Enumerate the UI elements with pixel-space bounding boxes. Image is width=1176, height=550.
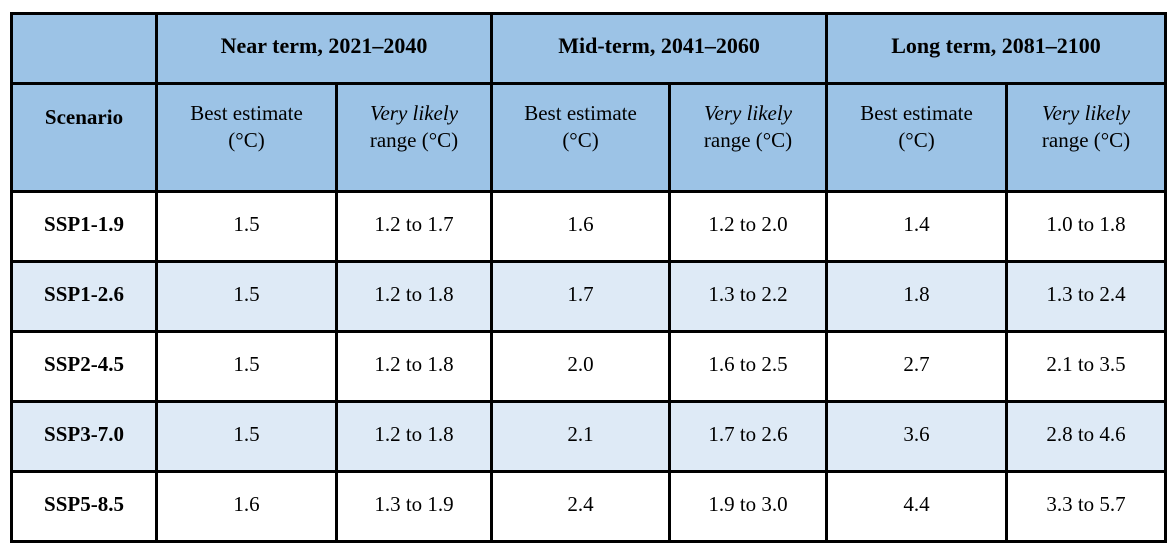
range-unit-label: range (°C)	[1041, 128, 1131, 153]
value-cell: 1.0 to 1.8	[1005, 190, 1168, 263]
degrees-unit-label: (°C)	[898, 128, 935, 153]
value-cell: 1.3 to 1.9	[334, 470, 494, 543]
value-cell: 1.6	[490, 190, 672, 263]
value-cell: 3.3 to 5.7	[1005, 470, 1168, 543]
value-cell: 1.5	[155, 190, 338, 263]
table-row-ssp2-4-5: SSP2-4.5 1.5 1.2 to 1.8 2.0 1.6 to 2.5 2…	[10, 330, 1168, 403]
long-term-header: Long term, 2081–2100	[825, 12, 1168, 85]
value-cell: 1.8	[825, 260, 1009, 333]
degrees-unit-label: (°C)	[562, 128, 599, 153]
scenario-cell: SSP1-1.9	[10, 190, 158, 263]
value-cell: 1.9 to 3.0	[668, 470, 829, 543]
value-cell: 1.2 to 1.8	[334, 400, 494, 473]
sub-header-row: Scenario Best estimate (°C) Very likely …	[10, 82, 1168, 193]
table-row-ssp1-1-9: SSP1-1.9 1.5 1.2 to 1.7 1.6 1.2 to 2.0 1…	[10, 190, 1168, 263]
term-header-row: Near term, 2021–2040 Mid-term, 2041–2060…	[10, 12, 1168, 85]
corner-cell	[10, 12, 158, 85]
near-term-very-likely-header: Very likely range (°C)	[334, 82, 494, 193]
value-cell: 1.2 to 1.8	[334, 260, 494, 333]
table-row-ssp3-7-0: SSP3-7.0 1.5 1.2 to 1.8 2.1 1.7 to 2.6 3…	[10, 400, 1168, 473]
value-cell: 1.5	[155, 330, 338, 403]
value-cell: 2.7	[825, 330, 1009, 403]
value-cell: 2.8 to 4.6	[1005, 400, 1168, 473]
value-cell: 2.1	[490, 400, 672, 473]
value-cell: 4.4	[825, 470, 1009, 543]
scenario-column-header: Scenario	[10, 82, 158, 193]
near-term-header: Near term, 2021–2040	[154, 12, 494, 85]
temperature-projection-table: Near term, 2021–2040 Mid-term, 2041–2060…	[10, 12, 1168, 543]
scenario-cell: SSP3-7.0	[10, 400, 158, 473]
very-likely-label: Very likely	[704, 101, 793, 125]
scenario-cell: SSP2-4.5	[10, 330, 158, 403]
very-likely-label: Very likely	[1042, 101, 1131, 125]
value-cell: 3.6	[825, 400, 1009, 473]
value-cell: 1.3 to 2.2	[668, 260, 829, 333]
value-cell: 1.5	[155, 260, 338, 333]
value-cell: 1.2 to 1.7	[334, 190, 494, 263]
degrees-unit-label: (°C)	[228, 128, 265, 153]
best-estimate-label: Best estimate	[190, 101, 303, 125]
near-term-best-estimate-header: Best estimate (°C)	[155, 82, 338, 193]
range-unit-label: range (°C)	[703, 128, 793, 153]
scenario-cell: SSP5-8.5	[10, 470, 158, 543]
long-term-best-estimate-header: Best estimate (°C)	[825, 82, 1009, 193]
best-estimate-label: Best estimate	[860, 101, 973, 125]
value-cell: 1.4	[825, 190, 1009, 263]
mid-term-header: Mid-term, 2041–2060	[490, 12, 829, 85]
value-cell: 1.7	[490, 260, 672, 333]
value-cell: 2.4	[490, 470, 672, 543]
long-term-very-likely-header: Very likely range (°C)	[1005, 82, 1168, 193]
mid-term-very-likely-header: Very likely range (°C)	[668, 82, 829, 193]
best-estimate-label: Best estimate	[524, 101, 637, 125]
value-cell: 1.7 to 2.6	[668, 400, 829, 473]
value-cell: 2.1 to 3.5	[1005, 330, 1168, 403]
scenario-cell: SSP1-2.6	[10, 260, 158, 333]
range-unit-label: range (°C)	[369, 128, 459, 153]
value-cell: 1.5	[155, 400, 338, 473]
value-cell: 1.6	[155, 470, 338, 543]
table-row-ssp1-2-6: SSP1-2.6 1.5 1.2 to 1.8 1.7 1.3 to 2.2 1…	[10, 260, 1168, 333]
value-cell: 1.3 to 2.4	[1005, 260, 1168, 333]
value-cell: 2.0	[490, 330, 672, 403]
very-likely-label: Very likely	[369, 101, 459, 125]
value-cell: 1.6 to 2.5	[668, 330, 829, 403]
mid-term-best-estimate-header: Best estimate (°C)	[490, 82, 672, 193]
value-cell: 1.2 to 1.8	[334, 330, 494, 403]
value-cell: 1.2 to 2.0	[668, 190, 829, 263]
table-row-ssp5-8-5: SSP5-8.5 1.6 1.3 to 1.9 2.4 1.9 to 3.0 4…	[10, 470, 1168, 543]
